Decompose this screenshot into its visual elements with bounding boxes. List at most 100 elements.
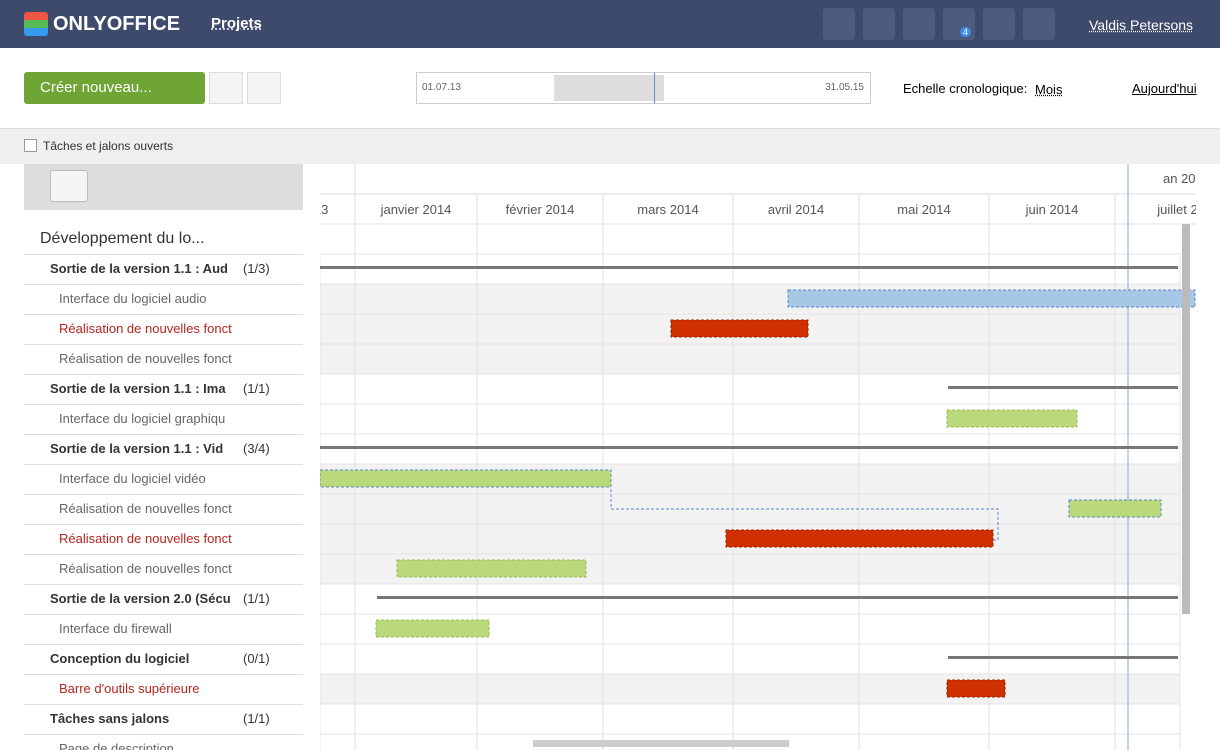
milestone-line: [320, 266, 1178, 269]
task-title: Interface du logiciel graphiqu: [59, 411, 226, 426]
mail-badge: 4: [960, 27, 972, 37]
task-title: Réalisation de nouvelles fonct: [59, 501, 232, 516]
task-row[interactable]: Réalisation de nouvelles fonct: [24, 494, 303, 525]
month-label: juin 2014: [1025, 202, 1079, 217]
task-title: Interface du firewall: [59, 621, 172, 636]
task-row[interactable]: Page de description: [24, 734, 303, 750]
month-label: mars 2014: [637, 202, 698, 217]
milestone-line: [377, 596, 1178, 599]
redo[interactable]: [247, 72, 281, 104]
task-bar: [670, 319, 809, 338]
filter-bar: Tâches et jalons ouverts: [0, 128, 1220, 164]
scrollbar: [1182, 224, 1190, 614]
task-bar: [946, 679, 1006, 698]
task-bar: [375, 619, 490, 638]
h-scrollbar: [533, 740, 789, 747]
milestone-count: (1/1): [243, 711, 270, 726]
task-row[interactable]: Interface du firewall: [24, 614, 303, 645]
milestone-count: (1/1): [243, 591, 270, 606]
milestone-row[interactable]: Sortie de la version 1.1 : Ima (1/1): [24, 374, 303, 405]
range-window: [554, 75, 664, 101]
task-row[interactable]: Réalisation de nouvelles fonct: [24, 524, 303, 555]
checkbox[interactable]: [24, 139, 37, 152]
task-bar: [320, 469, 612, 488]
month-label: février 2014: [506, 202, 575, 217]
task-bar: [396, 559, 587, 578]
today-marker: [654, 73, 655, 103]
task-list: Développement du lo... Sortie de la vers…: [24, 164, 319, 750]
milestone-row[interactable]: Tâches sans jalons (1/1): [24, 704, 303, 735]
task-title: Réalisation de nouvelles fonct: [59, 531, 232, 546]
task-row[interactable]: Interface du logiciel graphiqu: [24, 404, 303, 435]
month-label: 013: [320, 202, 328, 217]
task-title: Réalisation de nouvelles fonct: [59, 561, 232, 576]
chat[interactable]: [983, 8, 1015, 40]
milestone-title: Conception du logiciel: [50, 651, 190, 666]
list-header: [24, 164, 303, 210]
task-row[interactable]: Réalisation de nouvelles fonct: [24, 554, 303, 585]
milestone-count: (3/4): [243, 441, 270, 456]
user-menu[interactable]: Valdis Petersons: [1089, 17, 1194, 33]
task-bar: [946, 409, 1078, 428]
dependency: [610, 479, 999, 541]
month-label: juillet 2: [1156, 202, 1196, 217]
task-title: Interface du logiciel vidéo: [59, 471, 206, 486]
feed[interactable]: [903, 8, 935, 40]
gantt-svg: 013 janvier 2014 février 2014 mars 2014 avri…: [320, 164, 1196, 750]
milestone-count: (1/3): [243, 261, 270, 276]
gantt-row: [320, 493, 1181, 525]
logo-icon: [24, 12, 48, 36]
mail[interactable]: [943, 8, 975, 40]
milestone-row[interactable]: Sortie de la version 1.1 : Aud (1/3): [24, 254, 303, 285]
task-title: Réalisation de nouvelles fonct: [59, 351, 232, 366]
milestone-line: [320, 446, 1178, 449]
year-label: an 20: [1163, 171, 1196, 186]
milestone-title: Tâches sans jalons: [50, 711, 170, 726]
today-link[interactable]: Aujourd'hui: [1132, 81, 1197, 96]
create-button[interactable]: Créer nouveau...: [24, 72, 205, 104]
search[interactable]: [863, 8, 895, 40]
milestone-title: Sortie de la version 1.1 : Ima: [50, 381, 226, 396]
milestone-row[interactable]: Conception du logiciel (0/1): [24, 644, 303, 675]
month-label: janvier 2014: [380, 202, 452, 217]
range-end: 31.05.15: [825, 82, 864, 93]
milestone-count: (0/1): [243, 651, 270, 666]
task-bar: [787, 289, 1196, 308]
scale-label: Echelle cronologique:: [903, 81, 1028, 96]
gantt-row: [320, 343, 1181, 375]
filter-label: Tâches et jalons ouverts: [43, 139, 174, 153]
gantt-chart: 013 janvier 2014 février 2014 mars 2014 avri…: [320, 164, 1196, 750]
month-label: avril 2014: [768, 202, 824, 217]
task-title: Réalisation de nouvelles fonct: [59, 321, 232, 336]
menu-button[interactable]: [50, 170, 88, 202]
calendar[interactable]: [1023, 8, 1055, 40]
task-row[interactable]: Réalisation de nouvelles fonct: [24, 314, 303, 345]
task-row[interactable]: Réalisation de nouvelles fonct: [24, 344, 303, 375]
milestone-title: Sortie de la version 1.1 : Vid: [50, 441, 224, 456]
module-menu[interactable]: Projets: [211, 15, 262, 32]
milestone-row[interactable]: Sortie de la version 1.1 : Vid (3/4): [24, 434, 303, 465]
task-row[interactable]: Interface du logiciel audio: [24, 284, 303, 315]
scale-select[interactable]: Mois: [1035, 82, 1063, 97]
milestone-line: [948, 386, 1178, 389]
milestone-title: Sortie de la version 1.1 : Aud: [50, 261, 228, 276]
task-title: Interface du logiciel audio: [59, 291, 207, 306]
settings[interactable]: [823, 8, 855, 40]
task-bar: [1068, 499, 1162, 518]
task-title: Barre d'outils supérieure: [59, 681, 200, 696]
task-row[interactable]: Interface du logiciel vidéo: [24, 464, 303, 495]
milestone-title: Sortie de la version 2.0 (Sécu: [50, 591, 231, 606]
month-label: mai 2014: [897, 202, 950, 217]
range-start: 01.07.13: [422, 82, 461, 93]
project-title[interactable]: Développement du lo...: [24, 224, 303, 255]
milestone-line: [948, 656, 1178, 659]
milestone-count: (1/1): [243, 381, 270, 396]
top-bar: ONLYOFFICE Projets 4 Valdis Petersons: [0, 0, 1220, 48]
range-slider[interactable]: 01.07.13 31.05.15: [416, 72, 871, 104]
gantt-row: [320, 673, 1181, 705]
task-bar: [725, 529, 994, 548]
milestone-row[interactable]: Sortie de la version 2.0 (Sécu (1/1): [24, 584, 303, 615]
task-row[interactable]: Barre d'outils supérieure: [24, 674, 303, 705]
undo[interactable]: [209, 72, 243, 104]
